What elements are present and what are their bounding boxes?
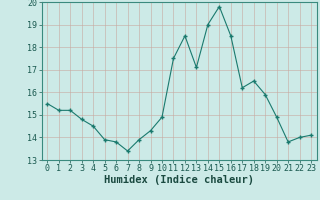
X-axis label: Humidex (Indice chaleur): Humidex (Indice chaleur)	[104, 175, 254, 185]
